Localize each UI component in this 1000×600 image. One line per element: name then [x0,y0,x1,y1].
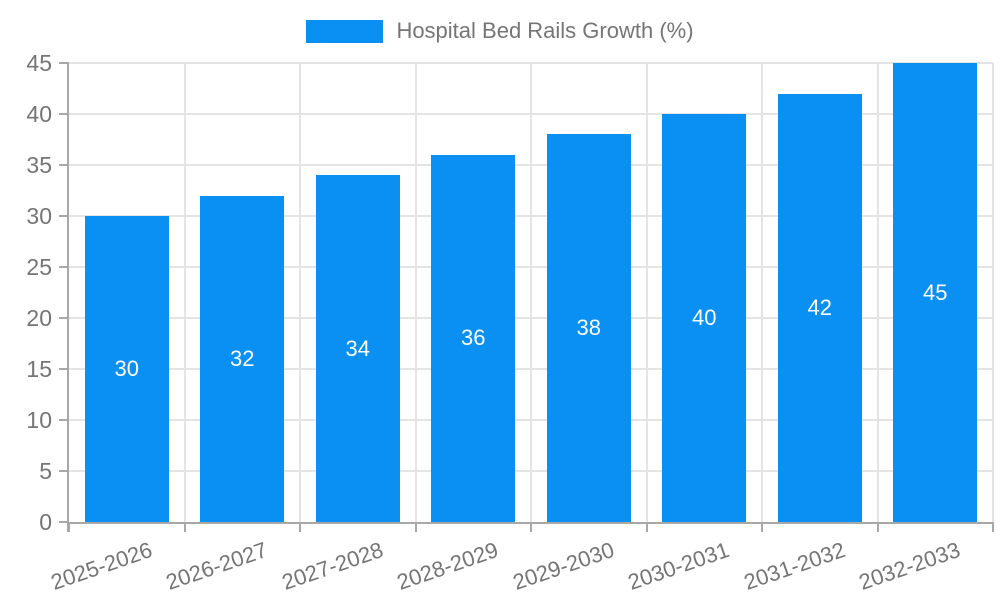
bar-value-label: 40 [692,305,717,330]
bar[interactable]: 32 [200,195,285,522]
bar-value-label: 42 [807,294,832,320]
bar[interactable]: 40 [662,114,747,522]
v-gridline [183,63,186,522]
y-axis-line [67,63,69,532]
v-gridline [645,63,648,522]
y-axis-tick [59,215,69,217]
y-axis-label: 10 [26,407,52,433]
x-axis-label: 2026-2027 [162,537,271,595]
y-axis-tick [59,113,69,115]
v-gridline [761,63,763,522]
y-axis-label: 30 [26,203,52,229]
bar-value-label: 45 [923,279,948,305]
y-axis-label: 45 [26,50,52,76]
v-gridline [299,63,301,522]
v-gridline [876,63,879,522]
x-axis-tick [645,522,648,532]
bar-value-label: 30 [114,356,139,381]
y-axis-tick [59,266,69,268]
bar[interactable]: 36 [431,154,516,522]
y-axis-label: 25 [26,254,52,280]
y-axis-tick [59,470,69,472]
x-axis-tick [876,522,879,532]
x-axis-label: 2027-2028 [278,537,386,595]
v-gridline [414,63,417,522]
x-axis-tick [68,522,70,532]
x-axis-tick [761,522,763,532]
y-axis-tick [59,164,69,166]
v-gridline [992,63,994,522]
bar[interactable]: 34 [315,175,400,522]
legend-item[interactable]: Hospital Bed Rails Growth (%) [0,18,1000,44]
x-axis-label: 2025-2026 [47,537,155,595]
y-axis-label: 15 [26,356,52,382]
x-axis-tick [183,522,186,532]
y-axis-tick [59,419,69,421]
legend-swatch [306,19,384,43]
bar[interactable]: 45 [893,63,978,522]
v-gridline [530,63,532,522]
x-axis-label: 2029-2030 [509,537,617,595]
x-axis-label: 2031-2032 [740,537,848,595]
bar-value-label: 34 [345,335,370,361]
x-axis-tick [414,522,417,532]
bar-value-label: 36 [461,325,486,351]
y-axis-label: 0 [39,509,52,535]
x-axis-label: 2028-2029 [393,537,502,595]
bar[interactable]: 30 [84,216,169,522]
y-axis-tick [59,317,69,319]
x-axis-tick [992,522,994,532]
bar[interactable]: 42 [777,93,862,522]
x-axis-label: 2032-2033 [855,537,964,595]
y-axis-label: 35 [26,152,52,178]
x-axis-line [69,522,993,524]
bar[interactable]: 38 [546,134,631,522]
y-axis-tick [59,368,69,370]
legend-label: Hospital Bed Rails Growth (%) [396,18,694,43]
y-axis-label: 40 [26,101,52,127]
x-axis-label: 2030-2031 [624,537,733,595]
x-axis-tick [530,522,532,532]
y-axis-tick [59,521,69,523]
y-axis-label: 20 [26,305,52,331]
bar-value-label: 32 [230,345,255,371]
x-axis-tick [299,522,301,532]
y-axis-tick [59,62,69,64]
bar-value-label: 38 [576,315,601,341]
y-axis-label: 5 [39,458,52,484]
